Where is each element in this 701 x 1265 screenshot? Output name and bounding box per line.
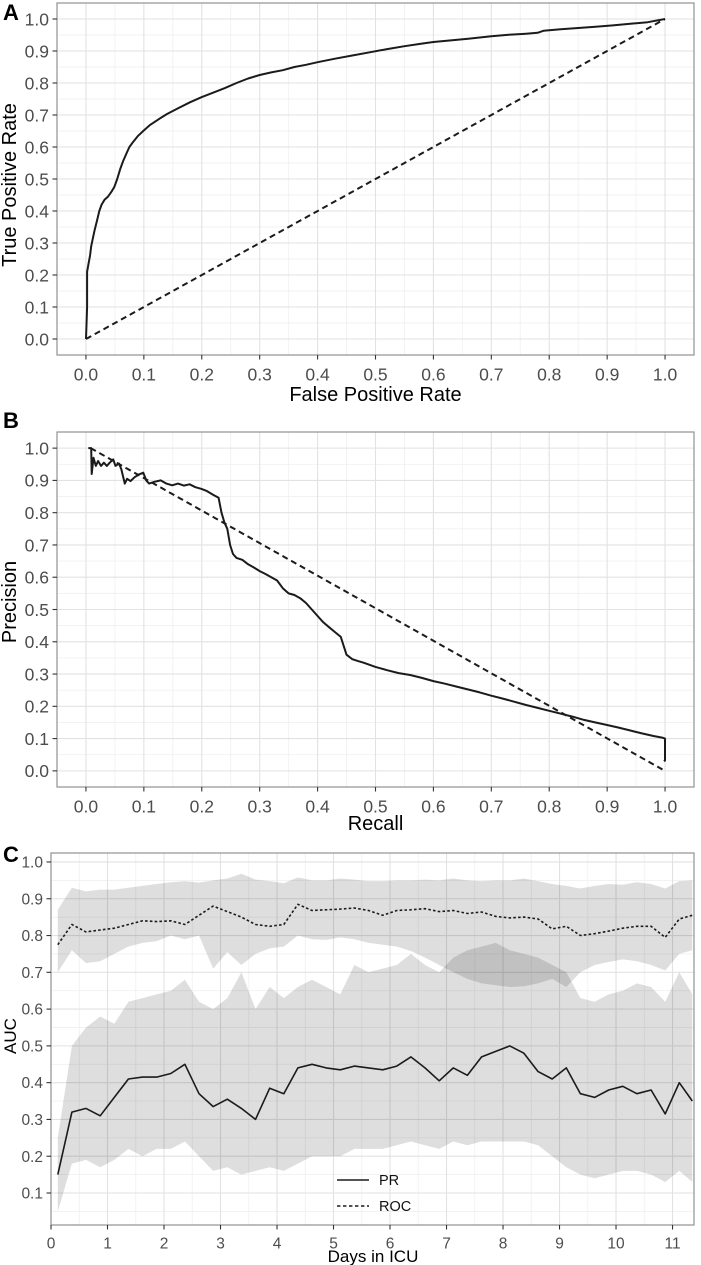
panel-c-label: C xyxy=(3,842,19,867)
svg-text:0.9: 0.9 xyxy=(21,891,43,908)
svg-text:0.6: 0.6 xyxy=(421,796,445,816)
svg-text:2: 2 xyxy=(160,1236,169,1253)
svg-text:PR: PR xyxy=(379,1173,399,1189)
svg-text:0.4: 0.4 xyxy=(25,201,50,221)
svg-text:0.8: 0.8 xyxy=(25,73,49,93)
svg-text:0.0: 0.0 xyxy=(74,796,99,816)
panel-a-x-axis-title: False Positive Rate xyxy=(289,384,462,406)
svg-text:0.7: 0.7 xyxy=(479,364,503,384)
svg-text:0.2: 0.2 xyxy=(190,364,214,384)
panel-b-label: B xyxy=(3,408,19,433)
svg-text:0.9: 0.9 xyxy=(25,41,49,61)
svg-text:0.2: 0.2 xyxy=(25,697,49,717)
svg-text:0.6: 0.6 xyxy=(25,568,49,588)
svg-text:0.3: 0.3 xyxy=(25,664,49,684)
svg-text:0.1: 0.1 xyxy=(132,364,156,384)
panel-c: 0 1 2 3 4 5 6 7 8 9 10 11 0.1 0.2 0.3 0.4 0.5 0.6 0.7 0.8 0.… xyxy=(0,832,701,1265)
svg-text:0.4: 0.4 xyxy=(25,632,50,652)
svg-text:0: 0 xyxy=(47,1236,56,1253)
svg-text:0.1: 0.1 xyxy=(25,729,49,749)
svg-text:0.9: 0.9 xyxy=(595,364,619,384)
svg-text:4: 4 xyxy=(273,1236,282,1253)
svg-text:0.7: 0.7 xyxy=(25,535,49,555)
svg-text:0.2: 0.2 xyxy=(25,265,49,285)
svg-text:0.5: 0.5 xyxy=(363,364,387,384)
panel-a-label: A xyxy=(3,0,19,25)
svg-text:0.6: 0.6 xyxy=(25,137,49,157)
svg-text:11: 11 xyxy=(664,1236,680,1253)
svg-text:0.4: 0.4 xyxy=(305,796,330,816)
svg-text:0.5: 0.5 xyxy=(21,1038,43,1055)
panel-a-roc-chart: 0.0 0.1 0.2 0.3 0.4 0.5 0.6 0.7 0.8 0.9 1.0 0.0 0.1 0… xyxy=(25,2,695,384)
panel-c-x-axis-title: Days in ICU xyxy=(327,1247,419,1265)
svg-text:0.7: 0.7 xyxy=(21,965,43,982)
panel-c-y-axis-title: AUC xyxy=(1,1018,20,1054)
svg-text:0.3: 0.3 xyxy=(25,233,49,253)
panel-a-y-axis-title: True Positive Rate xyxy=(0,103,21,267)
svg-text:0.4: 0.4 xyxy=(305,364,330,384)
panel-b-precision-recall-chart: 0.0 0.1 0.2 0.3 0.4 0.5 0.6 0.7 0.8 0.9 1.0 0.0 0.1 0… xyxy=(25,431,695,816)
svg-text:0.1: 0.1 xyxy=(21,1186,43,1203)
svg-text:0.4: 0.4 xyxy=(21,1075,43,1092)
svg-text:0.6: 0.6 xyxy=(21,1002,43,1019)
svg-text:0.9: 0.9 xyxy=(25,471,49,491)
svg-text:0.3: 0.3 xyxy=(21,1112,43,1129)
svg-text:1.0: 1.0 xyxy=(21,855,43,872)
svg-text:7: 7 xyxy=(442,1236,451,1253)
svg-text:0.6: 0.6 xyxy=(421,364,445,384)
panel-b: 0.0 0.1 0.2 0.3 0.4 0.5 0.6 0.7 0.8 0.9 1.0 0.0 0.1 0… xyxy=(0,408,701,835)
svg-text:0.1: 0.1 xyxy=(132,796,156,816)
svg-text:1.0: 1.0 xyxy=(653,364,678,384)
panel-a: 0.0 0.1 0.2 0.3 0.4 0.5 0.6 0.7 0.8 0.9 1.0 0.0 0.1 0… xyxy=(0,0,701,410)
svg-text:10: 10 xyxy=(607,1236,625,1253)
svg-text:0.8: 0.8 xyxy=(537,796,561,816)
svg-text:1.0: 1.0 xyxy=(25,438,50,458)
svg-text:0.9: 0.9 xyxy=(595,796,619,816)
svg-text:0.2: 0.2 xyxy=(190,796,214,816)
svg-text:0.8: 0.8 xyxy=(537,364,561,384)
svg-text:1.0: 1.0 xyxy=(653,796,678,816)
panel-b-x-axis-title: Recall xyxy=(347,813,404,835)
svg-text:0.3: 0.3 xyxy=(248,364,272,384)
svg-text:0.3: 0.3 xyxy=(248,796,272,816)
svg-text:5: 5 xyxy=(329,1236,338,1253)
svg-text:0.8: 0.8 xyxy=(21,928,43,945)
svg-text:1.0: 1.0 xyxy=(25,9,50,29)
svg-text:0.0: 0.0 xyxy=(25,329,50,349)
svg-text:9: 9 xyxy=(555,1236,564,1253)
svg-text:0.0: 0.0 xyxy=(74,364,99,384)
svg-text:1: 1 xyxy=(103,1236,112,1253)
svg-text:0.7: 0.7 xyxy=(25,105,49,125)
svg-text:ROC: ROC xyxy=(379,1199,411,1215)
svg-text:0.1: 0.1 xyxy=(25,297,49,317)
svg-text:0.5: 0.5 xyxy=(363,796,387,816)
svg-text:8: 8 xyxy=(499,1236,508,1253)
svg-text:0.8: 0.8 xyxy=(25,503,49,523)
panel-c-auc-time-chart: 0 1 2 3 4 5 6 7 8 9 10 11 0.1 0.2 0.3 0.4 0.5 0.6 0.7 0.8 0.… xyxy=(21,852,695,1253)
svg-text:0.7: 0.7 xyxy=(479,796,503,816)
svg-text:0.5: 0.5 xyxy=(25,600,49,620)
svg-text:0.2: 0.2 xyxy=(21,1149,43,1166)
svg-text:6: 6 xyxy=(386,1236,395,1253)
svg-text:3: 3 xyxy=(216,1236,225,1253)
svg-text:0.0: 0.0 xyxy=(25,761,50,781)
svg-text:0.5: 0.5 xyxy=(25,169,49,189)
panel-b-y-axis-title: Precision xyxy=(0,560,21,644)
